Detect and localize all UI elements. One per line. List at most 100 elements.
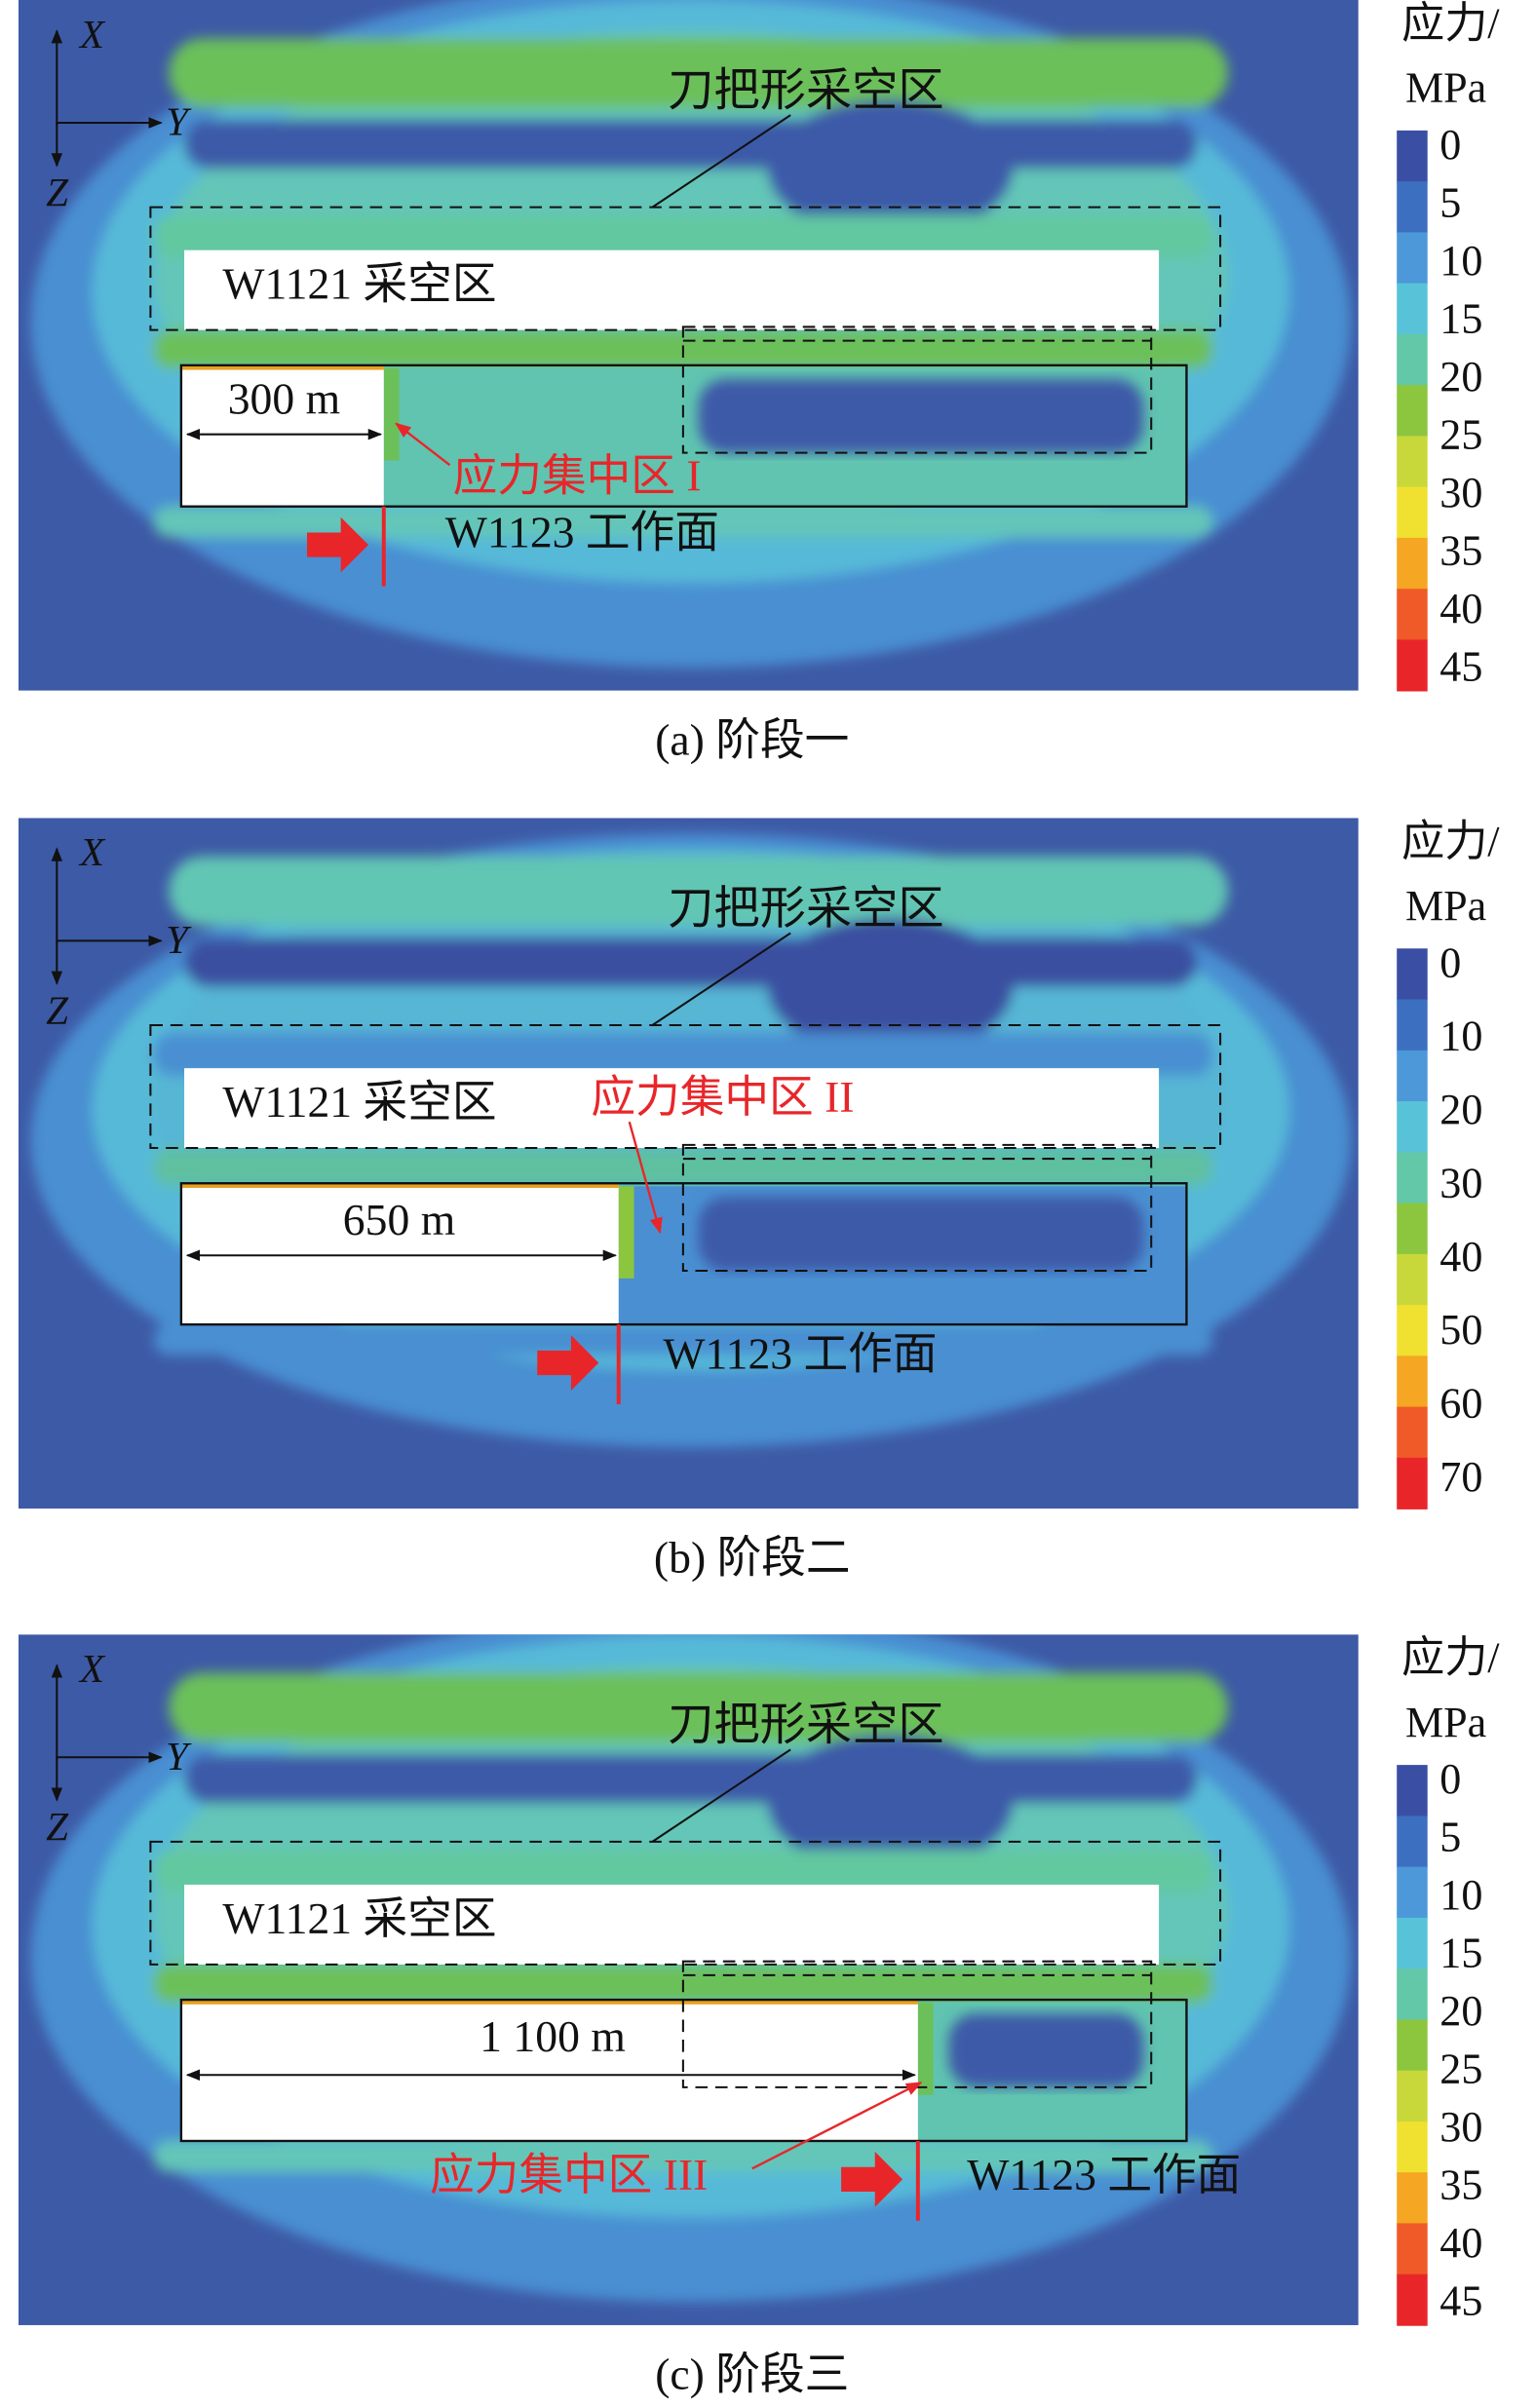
panel: X Y Z 刀把形采空区 W1121 采空区 300 m 应力集中区 I W1123 工作面 应… (18, 0, 1500, 764)
goaf-outline (681, 1143, 1153, 1273)
contour-band (169, 856, 1228, 926)
colorbar-tick-label: 20 (1439, 1987, 1482, 2035)
contour-band (153, 2140, 1213, 2172)
axis-label: Z (46, 171, 69, 214)
goaf-label: 刀把形采空区 (668, 65, 943, 116)
colorbar-tick-label: 10 (1439, 1013, 1482, 1060)
goaf-outline (149, 1024, 1222, 1150)
goaf-outline (681, 325, 1153, 454)
contour-band (153, 506, 1213, 538)
colorbar-segment (1397, 1305, 1428, 1357)
colorbar-segment (1397, 2223, 1428, 2275)
colorbar-segment (1397, 1917, 1428, 1969)
colorbar-segment (1397, 2274, 1428, 2326)
colorbar-title: 应力/ (1401, 1634, 1500, 1682)
panel-caption: (c) 阶段三 (655, 2350, 849, 2399)
goaf-label: 刀把形采空区 (668, 884, 943, 935)
colorbar-tick-label: 15 (1439, 294, 1482, 342)
low-stress-core (698, 1197, 1144, 1272)
goaf-label: 刀把形采空区 (668, 1701, 943, 1751)
colorbar-tick-label: 30 (1439, 2103, 1482, 2151)
leader-line (651, 114, 791, 209)
colorbar-segment (1397, 283, 1428, 335)
colorbar-segment (1397, 181, 1428, 234)
colorbar-segment (1397, 1968, 1428, 2021)
colorbar-tick-label: 20 (1439, 353, 1482, 401)
stress-zone (383, 367, 400, 461)
colorbar-segment (1397, 1356, 1428, 1408)
colorbar-segment (1397, 232, 1428, 285)
contour-band (767, 1734, 1014, 1873)
colorbar-tick-label: 25 (1439, 410, 1482, 458)
stress-edge (180, 364, 384, 370)
goaf-outline (149, 1840, 1222, 1966)
contour-band (184, 937, 1198, 987)
colorbar-segment (1397, 2070, 1428, 2122)
contour-band (153, 214, 1213, 258)
colorbar-tick-label: 0 (1439, 938, 1461, 986)
w1121-label: W1121 采空区 (222, 1077, 496, 1127)
colorbar-tick-label: 40 (1439, 585, 1482, 632)
advance-arrow (841, 2151, 903, 2207)
colorbar-tick-label: 0 (1439, 121, 1461, 169)
colorbar-tick-label: 5 (1439, 1814, 1461, 1861)
colorbar-unit: MPa (1405, 64, 1486, 112)
colorbar-tick-label: 45 (1439, 642, 1482, 690)
colorbar-segment (1397, 1203, 1428, 1255)
contour-band (153, 1324, 1213, 1356)
colorbar-title: 应力/ (1401, 818, 1500, 865)
leader-line (651, 932, 791, 1026)
w1121-label: W1121 采空区 (222, 259, 496, 309)
colorbar-segment (1397, 385, 1428, 438)
stress-edge (180, 1183, 619, 1188)
colorbar-tick-label: 10 (1439, 1871, 1482, 1919)
contour-band (153, 1032, 1213, 1076)
axis-label: X (78, 1647, 106, 1691)
colorbar-segment (1397, 639, 1428, 692)
colorbar-segment (1397, 1457, 1428, 1510)
contour-band (767, 99, 1014, 239)
face-label: W1123 工作面 (967, 2150, 1241, 2199)
zone-pointer (628, 1121, 663, 1235)
colorbar-tick-label: 70 (1439, 1453, 1482, 1501)
colorbar-segment (1397, 589, 1428, 641)
colorbar-segment (1397, 999, 1428, 1051)
colorbar-tick-label: 45 (1439, 2277, 1482, 2325)
axis-label: Y (166, 918, 192, 962)
colorbar-tick-label: 40 (1439, 2219, 1482, 2267)
colorbar-segment (1397, 436, 1428, 488)
stress-contour (18, 818, 1359, 1510)
colorbar-segment (1397, 1152, 1428, 1204)
axis-label: X (78, 13, 106, 57)
contour-band (169, 38, 1228, 108)
zone-label: 应力集中区 I (453, 450, 702, 500)
colorbar-tick-label: 60 (1439, 1380, 1482, 1428)
face-label: W1123 工作面 (445, 508, 719, 557)
colorbar-segment (1397, 537, 1428, 590)
axis-label: Y (166, 1735, 192, 1778)
goaf-w1121 (184, 1884, 1160, 1965)
contour-band (153, 1849, 1213, 1892)
colorbar-segment (1397, 1866, 1428, 1919)
goaf-w1121 (184, 1068, 1160, 1149)
low-stress-core (948, 2013, 1144, 2087)
colorbar-tick-label: 0 (1439, 1755, 1461, 1803)
contour-band (184, 119, 1198, 170)
face-label: W1123 工作面 (663, 1328, 937, 1378)
distance-label: 650 m (343, 1195, 455, 1244)
low-stress-core (698, 378, 1144, 453)
leader-line (651, 1748, 791, 1843)
colorbar-unit: MPa (1405, 882, 1486, 930)
colorbar-segment (1397, 1050, 1428, 1102)
stress-edge (180, 2000, 918, 2005)
zone-pointer (395, 422, 451, 467)
colorbar-tick-label: 50 (1439, 1306, 1482, 1354)
colorbar-segment (1397, 1816, 1428, 1868)
zone-label: 应力集中区 III (430, 2150, 708, 2199)
colorbar-unit: MPa (1405, 1699, 1486, 1746)
colorbar-tick-label: 20 (1439, 1086, 1482, 1133)
distance-label: 300 m (228, 374, 340, 424)
stress-contour (18, 0, 1359, 691)
advance-arrow (307, 516, 369, 573)
stress-contour (18, 1634, 1359, 2325)
